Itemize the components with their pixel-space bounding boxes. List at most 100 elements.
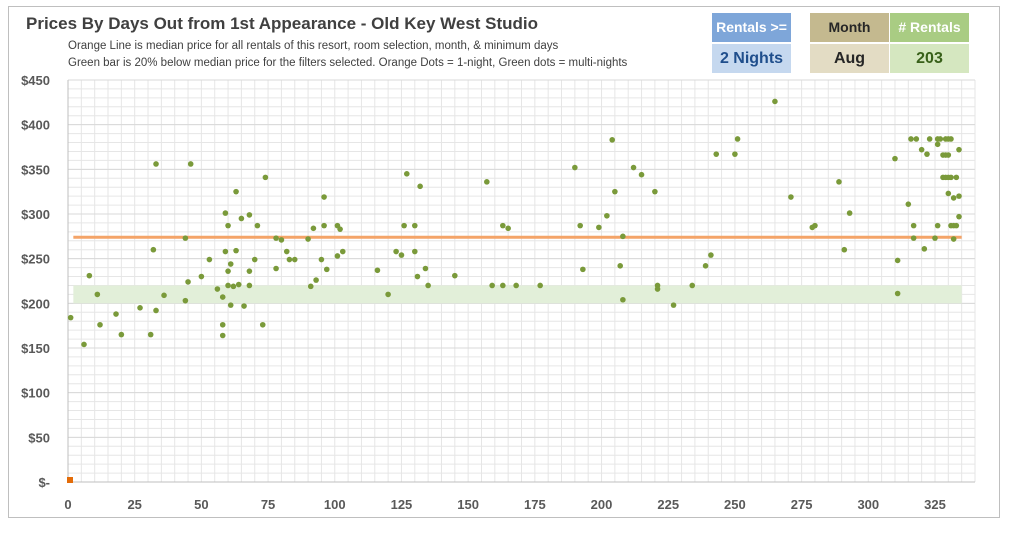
multi-night-point (921, 246, 928, 252)
multi-night-point (86, 272, 93, 279)
multi-night-point (734, 136, 741, 142)
multi-night-point (283, 248, 290, 255)
y-tick-label: $200 (21, 296, 50, 311)
multi-night-point (305, 236, 311, 242)
month-filter[interactable]: Month Aug (810, 13, 889, 73)
multi-night-point (411, 248, 418, 255)
one-night-point (67, 477, 73, 483)
multi-night-point (97, 321, 103, 328)
multi-night-point (222, 210, 229, 216)
multi-night-point (81, 341, 87, 348)
multi-night-point (630, 164, 637, 171)
chart-axes (67, 80, 975, 483)
y-tick-label: $250 (21, 252, 50, 267)
multi-night-point (926, 136, 933, 142)
multi-night-point (689, 282, 696, 289)
multi-night-point (214, 286, 221, 292)
multi-night-point (323, 266, 330, 273)
multi-night-point (238, 215, 245, 222)
multi-night-point (945, 152, 952, 158)
x-tick-label: 125 (391, 497, 413, 512)
rentals-filter-value[interactable]: 2 Nights (712, 44, 791, 73)
chart-subtitle-line-1: Orange Line is median price for all rent… (68, 40, 559, 52)
multi-night-point (910, 222, 917, 229)
data-points (67, 98, 962, 483)
multi-night-point (225, 222, 231, 229)
multi-night-point (788, 194, 794, 200)
multi-night-point (417, 183, 423, 190)
rentals-count-value: 203 (890, 44, 969, 73)
x-axis-tick-labels: 0 25 50 75 100 125 150 175 200 225 250 275 300 325 (64, 497, 945, 512)
multi-night-point (414, 273, 421, 280)
y-tick-label: $150 (21, 341, 50, 356)
multi-night-point (385, 291, 391, 298)
chart-frame (8, 6, 1000, 518)
chart-subtitle-line-2: Green bar is 20% below median price for … (68, 57, 628, 69)
multi-night-point (638, 171, 645, 178)
multi-night-point (233, 188, 239, 195)
chart-title: Prices By Days Out from 1st Appearance -… (26, 14, 539, 33)
multi-night-point (246, 268, 253, 274)
multi-night-point (537, 282, 543, 289)
y-tick-label: $350 (21, 162, 50, 177)
multi-night-point (321, 222, 327, 229)
multi-night-point (934, 141, 941, 148)
multi-night-point (422, 265, 429, 272)
multi-night-point (913, 136, 920, 142)
multi-night-point (230, 283, 237, 290)
multi-night-point (620, 296, 626, 303)
multi-night-point (225, 282, 231, 289)
multi-night-point (892, 155, 898, 162)
multi-night-point (577, 222, 583, 229)
x-tick-label: 0 (64, 497, 71, 512)
rentals-filter[interactable]: Rentals >= 2 Nights (712, 13, 791, 73)
multi-night-point (620, 233, 626, 240)
month-filter-value[interactable]: Aug (810, 44, 889, 73)
multi-night-point (235, 281, 242, 288)
multi-night-point (934, 222, 941, 229)
multi-night-point (137, 305, 143, 311)
multi-night-point (251, 256, 258, 263)
multi-night-point (187, 161, 194, 167)
multi-night-point (262, 174, 269, 181)
multi-night-point (713, 151, 720, 157)
multi-night-point (905, 201, 912, 207)
multi-night-point (812, 222, 818, 229)
month-filter-header: Month (810, 13, 889, 42)
multi-night-point (956, 213, 962, 220)
multi-night-point (118, 331, 125, 338)
multi-night-point (425, 282, 431, 289)
multi-night-point (513, 282, 519, 289)
multi-night-point (278, 237, 285, 243)
x-tick-label: 250 (724, 497, 746, 512)
y-tick-label: $- (38, 475, 50, 490)
multi-night-point (222, 248, 229, 255)
multi-night-point (67, 314, 74, 321)
multi-night-point (489, 282, 495, 289)
x-tick-label: 100 (324, 497, 346, 512)
multi-night-point (254, 222, 261, 229)
multi-night-point (313, 277, 319, 283)
rentals-count-header: # Rentals (890, 13, 969, 42)
multi-night-point (219, 321, 226, 328)
multi-night-point (147, 331, 154, 338)
y-tick-label: $50 (28, 430, 50, 445)
multi-night-point (374, 267, 381, 274)
multi-night-point (484, 179, 490, 185)
multi-night-point (339, 248, 346, 255)
x-tick-label: 275 (791, 497, 813, 512)
y-tick-label: $100 (21, 386, 50, 401)
multi-night-point (910, 235, 917, 241)
x-tick-label: 75 (261, 497, 275, 512)
multi-night-point (307, 283, 314, 290)
multi-night-point (182, 297, 189, 304)
y-tick-label: $400 (21, 118, 50, 133)
multi-night-point (836, 179, 842, 185)
multi-night-point (617, 263, 624, 269)
multi-night-point (500, 222, 506, 229)
multi-night-point (113, 311, 119, 317)
multi-night-point (612, 188, 618, 195)
multi-night-point (956, 146, 962, 153)
multi-night-point (206, 256, 213, 263)
